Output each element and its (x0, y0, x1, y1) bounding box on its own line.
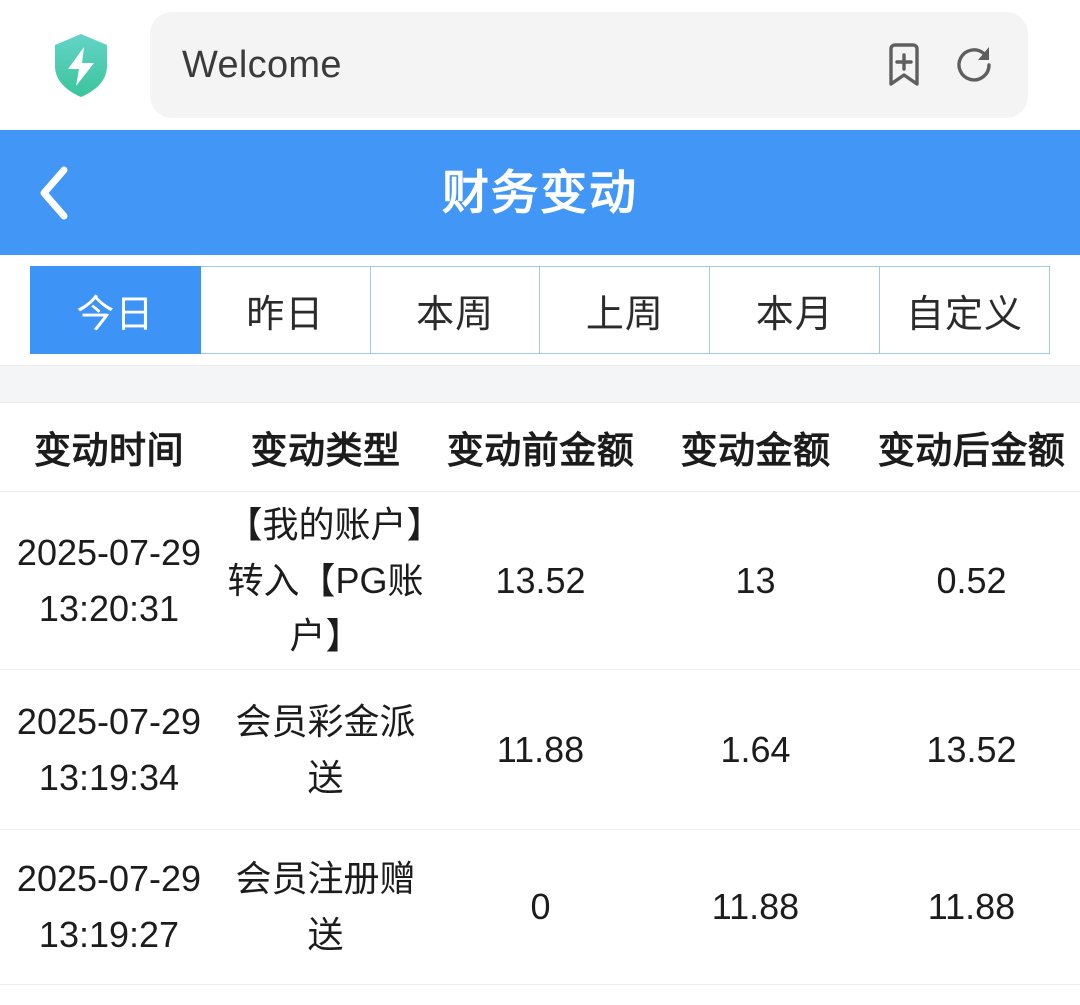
page-header: 财务变动 (0, 130, 1080, 255)
tab-yesterday[interactable]: 昨日 (200, 266, 371, 354)
cell-amount: 11.88 (711, 886, 800, 928)
cell-before: 0 (530, 886, 551, 928)
table-row[interactable]: 2025-07-29 13:19:34 会员彩金派送 11.88 1.64 13… (0, 669, 1080, 829)
cell-type: 会员彩金派送 (235, 700, 416, 798)
tab-label: 本周 (416, 293, 495, 336)
cell-date-text: 2025-07-29 (16, 531, 202, 573)
cell-time: 2025-07-29 13:19:34 (0, 694, 218, 806)
browser-toolbar: Welcome (0, 0, 1080, 130)
cell-time-text: 13:20:31 (38, 587, 180, 629)
tab-this-week[interactable]: 本周 (370, 266, 541, 354)
table-row[interactable]: 2025-07-29 13:20:31 【我的账户】转入【PG账户】 13.52… (0, 491, 1080, 669)
cell-amount: 13 (735, 559, 776, 601)
finance-records-table: 变动时间 变动类型 变动前金额 变动金额 变动后金额 2025-07-29 13… (0, 403, 1080, 1005)
cell-time-text: 13:19:34 (38, 756, 180, 798)
tab-label: 本月 (755, 293, 834, 336)
bookmark-add-icon[interactable] (876, 37, 932, 93)
cell-time: 2025-07-29 13:20:31 (0, 525, 218, 637)
section-divider (0, 365, 1080, 403)
cell-after: 0.52 (936, 559, 1007, 601)
address-input[interactable]: Welcome (182, 43, 342, 86)
cell-amount: 1.64 (720, 728, 791, 770)
column-header-before: 变动前金额 (446, 430, 635, 471)
tab-today[interactable]: 今日 (30, 266, 201, 354)
column-header-type: 变动类型 (250, 430, 401, 471)
table-bottom-rule (0, 984, 1080, 998)
tab-label: 昨日 (246, 293, 325, 336)
table-row[interactable]: 2025-07-29 13:19:27 会员注册赠送 0 11.88 11.88 (0, 829, 1080, 984)
cell-date-text: 2025-07-29 (16, 858, 202, 900)
shield-bolt-icon (44, 28, 118, 102)
cell-before: 13.52 (495, 559, 586, 601)
tab-label: 自定义 (906, 293, 1024, 336)
column-header-amount: 变动金额 (680, 430, 831, 471)
chevron-left-icon (40, 166, 68, 219)
column-header-time: 变动时间 (34, 430, 184, 471)
tab-last-week[interactable]: 上周 (540, 266, 711, 354)
cell-type: 会员注册赠送 (235, 858, 416, 955)
address-bar[interactable]: Welcome (150, 12, 1028, 118)
cell-time: 2025-07-29 13:19:27 (0, 851, 218, 963)
date-range-tabs: 今日 昨日 本周 上周 本月 自定义 (0, 255, 1080, 365)
tab-label: 今日 (76, 293, 155, 336)
cell-before: 11.88 (496, 728, 585, 770)
cell-time-text: 13:19:27 (38, 914, 180, 955)
cell-after: 11.88 (927, 886, 1016, 928)
cell-type: 【我的账户】转入【PG账户】 (226, 503, 425, 657)
tab-this-month[interactable]: 本月 (710, 266, 881, 354)
cell-after: 13.52 (926, 728, 1017, 770)
table-header-row: 变动时间 变动类型 变动前金额 变动金额 变动后金额 (0, 403, 1080, 491)
column-header-after: 变动后金额 (877, 430, 1066, 471)
back-button[interactable] (0, 130, 110, 255)
tab-label: 上周 (585, 293, 664, 336)
cell-date-text: 2025-07-29 (16, 700, 202, 742)
refresh-icon[interactable] (946, 37, 1002, 93)
tab-custom[interactable]: 自定义 (880, 266, 1050, 354)
page-title: 财务变动 (442, 166, 638, 219)
